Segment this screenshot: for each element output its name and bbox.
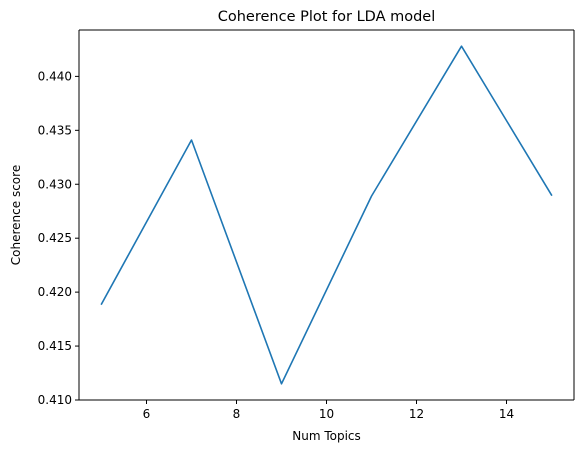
x-tick-label: 10 <box>319 407 334 421</box>
y-tick-label: 0.440 <box>38 69 72 83</box>
y-ticks: 0.410 0.415 0.420 0.425 0.430 0.435 0.440 <box>38 69 79 407</box>
x-axis-label: Num Topics <box>292 429 361 443</box>
x-tick-label: 6 <box>143 407 151 421</box>
y-axis-label: Coherence score <box>9 165 23 265</box>
x-tick-label: 12 <box>409 407 424 421</box>
y-tick-label: 0.435 <box>38 123 72 137</box>
chart-title: Coherence Plot for LDA model <box>218 9 436 25</box>
x-tick-label: 8 <box>233 407 241 421</box>
y-tick-label: 0.430 <box>38 177 72 191</box>
series-line <box>100 45 553 385</box>
series-group <box>100 45 553 385</box>
y-tick-label: 0.420 <box>38 285 72 299</box>
y-tick-label: 0.425 <box>38 231 72 245</box>
y-tick-label: 0.415 <box>38 339 72 353</box>
y-tick-label: 0.410 <box>38 393 72 407</box>
x-tick-label: 14 <box>499 407 514 421</box>
x-ticks: 6 8 10 12 14 <box>143 400 514 421</box>
plot-area: 6 8 10 12 14 0.4100.4150.4200.4250.4300.4350… <box>38 29 575 421</box>
